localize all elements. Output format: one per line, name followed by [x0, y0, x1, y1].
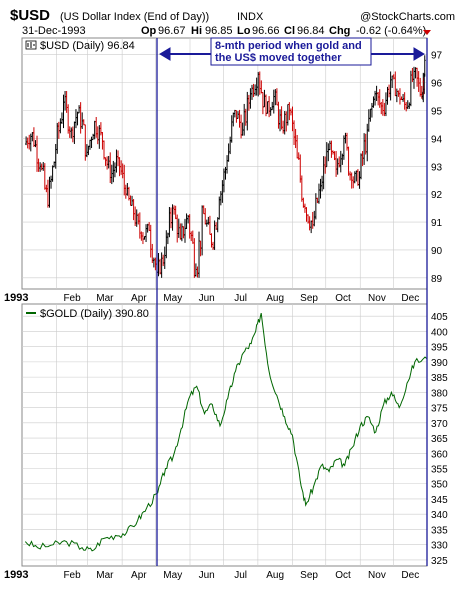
usd-legend-icon [27, 42, 35, 48]
x-tick-label: Jul [234, 293, 247, 304]
x-tick-label: Aug [266, 293, 284, 304]
x-tick-label: Sep [300, 293, 318, 304]
y-tick-label: 395 [431, 343, 448, 354]
usd-x-axis: Feb Mar Apr May Jun Jul Aug Sep Oct Nov Dec 1993 [4, 292, 419, 304]
y-tick-label: 89 [431, 274, 443, 285]
annotation-line-2: the US$ moved together [215, 52, 342, 64]
y-tick-label: 380 [431, 388, 448, 399]
gold-legend: $GOLD (Daily) 390.80 [40, 308, 149, 320]
y-tick-label: 325 [431, 556, 448, 567]
x-tick-label: Oct [335, 293, 351, 304]
chart-date: 31-Dec-1993 [22, 25, 86, 37]
gold-price-line [24, 312, 428, 552]
x-tick-label: Feb [63, 570, 81, 581]
x-tick-label: Nov [368, 570, 386, 581]
y-tick-label: 92 [431, 190, 443, 201]
quote-low-label: Lo [237, 25, 251, 37]
y-tick-label: 96 [431, 79, 443, 90]
x-tick-label: May [163, 293, 182, 304]
stockcharts-watermark: @StockCharts.com [360, 11, 455, 23]
y-tick-label: 385 [431, 373, 448, 384]
usd-y-axis: 89 90 91 92 93 94 95 96 97 [431, 51, 443, 285]
chart-symbol: $USD [10, 7, 50, 24]
usd-price-bars [25, 55, 426, 278]
y-tick-label: 375 [431, 404, 448, 415]
x-year-label: 1993 [4, 292, 28, 304]
x-tick-label: Nov [368, 293, 386, 304]
y-tick-label: 400 [431, 327, 448, 338]
y-tick-label: 370 [431, 419, 448, 430]
x-tick-label: Sep [300, 570, 318, 581]
x-year-label: 1993 [4, 569, 28, 581]
y-tick-label: 390 [431, 358, 448, 369]
x-tick-label: Jul [234, 570, 247, 581]
y-tick-label: 95 [431, 107, 443, 118]
gold-x-axis: Feb Mar Apr May Jun Jul Aug Sep Oct Nov Dec 1993 [4, 569, 419, 581]
chart-exchange: INDX [237, 11, 264, 23]
quote-change-label: Chg [329, 25, 350, 37]
y-tick-label: 355 [431, 465, 448, 476]
y-tick-label: 360 [431, 449, 448, 460]
x-tick-label: Jun [199, 570, 215, 581]
chart-description: (US Dollar Index (End of Day)) [60, 11, 209, 23]
x-tick-label: Aug [266, 570, 284, 581]
y-tick-label: 365 [431, 434, 448, 445]
gold-grid [22, 304, 427, 566]
quote-close-label: Cl [284, 25, 295, 37]
x-tick-label: Jun [199, 293, 215, 304]
y-tick-label: 91 [431, 218, 443, 229]
x-tick-label: Mar [96, 293, 114, 304]
x-tick-label: Dec [401, 570, 419, 581]
x-tick-label: Apr [131, 293, 147, 304]
gold-y-axis: 325 330 335 340 345 350 355 360 365 370 375 380 385 3… [431, 312, 448, 567]
x-tick-label: May [163, 570, 182, 581]
y-tick-label: 345 [431, 495, 448, 506]
y-tick-label: 90 [431, 246, 443, 257]
y-tick-label: 405 [431, 312, 448, 323]
quote-change-value: -0.62 (-0.64%) [356, 25, 426, 37]
annotation-box [210, 37, 372, 66]
y-tick-label: 97 [431, 51, 443, 62]
usd-bar [423, 55, 426, 77]
quote-low-value: 96.66 [252, 25, 280, 37]
y-tick-label: 340 [431, 510, 448, 521]
y-tick-label: 335 [431, 525, 448, 536]
quote-high-label: Hi [191, 25, 202, 37]
quote-open-value: 96.67 [158, 25, 186, 37]
last-price-marker [423, 30, 431, 35]
y-tick-label: 330 [431, 541, 448, 552]
usd-grid [22, 38, 427, 289]
annotation-arrow-right-head [413, 47, 425, 61]
quote-open-label: Op [141, 25, 157, 37]
y-tick-label: 350 [431, 480, 448, 491]
x-tick-label: Feb [63, 293, 81, 304]
x-tick-label: Mar [96, 570, 114, 581]
quote-high-value: 96.85 [205, 25, 233, 37]
y-tick-label: 94 [431, 134, 443, 145]
x-tick-label: Apr [131, 570, 147, 581]
y-tick-label: 93 [431, 162, 443, 173]
usd-legend: $USD (Daily) 96.84 [40, 40, 135, 52]
x-tick-label: Dec [401, 293, 419, 304]
annotation-line-1: 8-mth period when gold and [215, 40, 362, 52]
quote-close-value: 96.84 [297, 25, 325, 37]
x-tick-label: Oct [335, 570, 351, 581]
annotation-arrow-left-head [159, 47, 171, 61]
